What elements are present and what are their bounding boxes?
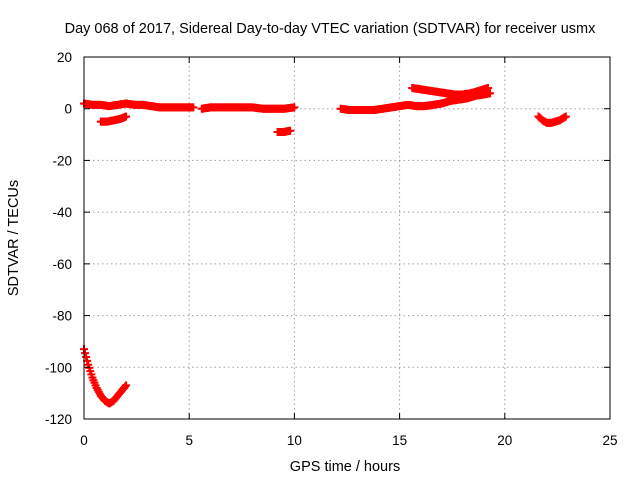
data-point: [122, 381, 131, 390]
data-point: [82, 352, 91, 361]
x-tick-label: 10: [287, 433, 302, 448]
tick-labels: 0 5 10 15 20 25 20 0 -20 -40 -60 -80 -100 -120: [45, 50, 618, 448]
series-dip: [80, 345, 131, 408]
data-point: [121, 382, 130, 391]
y-tick-label: -120: [45, 412, 72, 427]
series-early-lower: [96, 112, 131, 126]
x-tick-label: 25: [602, 433, 617, 448]
x-axis-label: GPS time / hours: [290, 459, 400, 475]
series-afternoon-upper: [408, 84, 492, 99]
x-tick-label: 0: [80, 433, 88, 448]
data-point: [286, 126, 295, 135]
plot-frame: [83, 56, 611, 420]
y-axis-label: SDTVAR / TECUs: [6, 180, 22, 296]
grid-lines: [84, 57, 610, 419]
series-evening: [534, 112, 570, 127]
data-point: [81, 349, 90, 358]
x-tick-label: 5: [185, 433, 193, 448]
data-point: [290, 103, 299, 112]
data-point: [486, 89, 495, 98]
y-tick-label: -80: [52, 309, 72, 324]
data-point: [189, 103, 198, 112]
chart-title: Day 068 of 2017, Sidereal Day-to-day VTE…: [65, 21, 597, 37]
series-midday: [197, 103, 299, 113]
series-offset-bit: [273, 126, 295, 136]
y-tick-label: -20: [52, 153, 72, 168]
y-tick-label: -60: [52, 257, 72, 272]
y-tick-label: -40: [52, 205, 72, 220]
series-early-upper: [80, 99, 198, 112]
axis-ticks: [83, 56, 611, 420]
data-point: [483, 84, 492, 93]
x-tick-label: 20: [497, 433, 512, 448]
data-points: [80, 84, 570, 408]
data-point: [122, 112, 131, 121]
x-tick-label: 15: [392, 433, 407, 448]
data-point: [561, 112, 570, 121]
y-tick-label: 0: [64, 102, 72, 117]
y-tick-label: 20: [57, 50, 72, 65]
y-tick-label: -100: [45, 360, 72, 375]
series-afternoon: [336, 89, 495, 115]
